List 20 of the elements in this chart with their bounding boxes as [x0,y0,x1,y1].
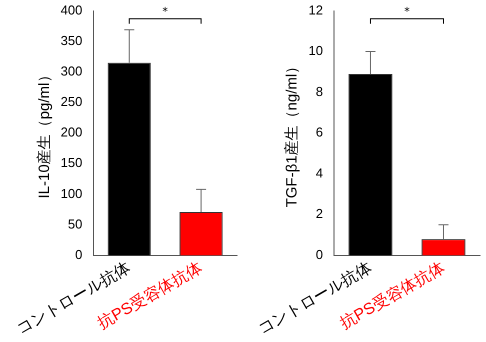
y-axis-title: IL-10産生（pg/ml） [36,68,53,199]
y-axis-title: TGF-β1産生（ng/ml） [284,58,301,208]
y-tick-label: 8 [316,84,323,99]
y-tick-label: 100 [60,186,82,201]
y-tick-label: 250 [60,94,82,110]
y-tick-label: 6 [316,124,323,140]
y-tick-label: 10 [308,43,323,58]
y-tick-label: 0 [75,246,82,262]
y-tick-label: 150 [60,155,82,170]
y-tick-label: 12 [308,2,323,18]
y-tick-label: 200 [60,124,82,140]
y-tick-label: 400 [60,2,82,18]
y-tick-label: 300 [60,64,82,79]
y-tick-label: 0 [316,246,323,262]
annotation: * [162,5,168,18]
y-tick-label: 50 [68,216,82,232]
y-tick-label: 2 [316,206,323,222]
annotation: * [404,5,410,18]
y-tick-label: 4 [316,165,323,180]
y-tick-label: 350 [60,32,82,48]
